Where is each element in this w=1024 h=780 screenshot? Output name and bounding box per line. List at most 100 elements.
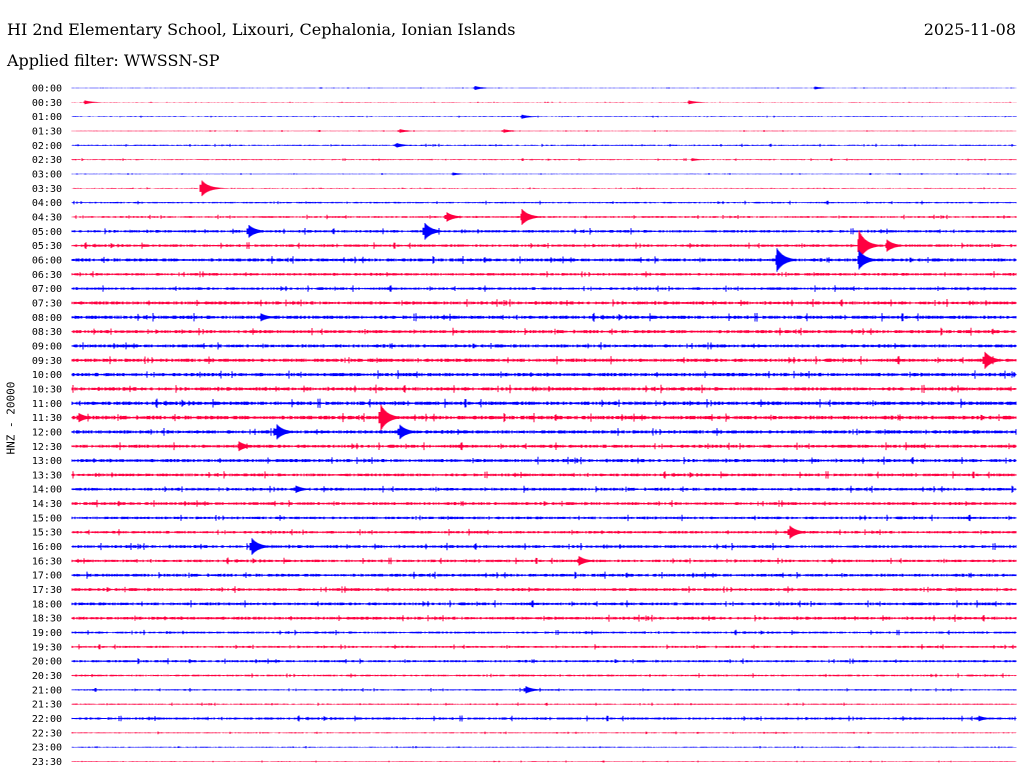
trace-time-label: 11:30 (32, 413, 62, 424)
trace-time-label: 21:00 (32, 685, 62, 696)
seismic-trace (71, 600, 1017, 608)
trace-time-label: 14:30 (32, 499, 62, 510)
trace-time-label: 18:00 (32, 599, 62, 610)
trace-time-label: 03:30 (32, 184, 62, 195)
trace-time-label: 19:00 (32, 628, 62, 639)
seismic-trace (71, 370, 1017, 379)
trace-time-label: 01:30 (32, 126, 62, 137)
seismic-trace (71, 327, 1017, 336)
seismic-trace (71, 644, 1017, 650)
seismic-trace (71, 342, 1017, 350)
seismic-trace (71, 525, 1017, 539)
seismic-trace (71, 271, 1017, 278)
trace-time-label: 05:30 (32, 241, 62, 252)
seismic-trace (71, 614, 1017, 622)
trace-time-label: 19:30 (32, 642, 62, 653)
trace-time-label: 13:30 (32, 470, 62, 481)
seismic-trace (71, 658, 1017, 665)
seismic-trace (71, 499, 1017, 508)
seismic-trace (71, 351, 1017, 369)
trace-time-label: 03:00 (32, 169, 62, 180)
seismic-trace (71, 571, 1017, 579)
trace-time-label: 09:30 (32, 356, 62, 367)
trace-time-label: 20:30 (32, 671, 62, 682)
seismic-trace (71, 143, 1017, 148)
seismic-trace (71, 715, 1017, 722)
seismic-trace (71, 172, 1017, 176)
seismic-trace (71, 456, 1017, 465)
trace-time-label: 11:00 (32, 399, 62, 410)
trace-time-label: 05:00 (32, 227, 62, 238)
seismic-trace (71, 299, 1017, 307)
trace-time-label: 06:00 (32, 255, 62, 266)
trace-time-label: 08:30 (32, 327, 62, 338)
trace-time-label: 17:00 (32, 571, 62, 582)
seismic-trace (71, 86, 1017, 90)
trace-time-label: 07:30 (32, 298, 62, 309)
trace-time-label: 10:30 (32, 384, 62, 395)
trace-time-label: 12:30 (32, 442, 62, 453)
seismic-trace (71, 746, 1017, 749)
trace-time-label: 16:00 (32, 542, 62, 553)
trace-time-label: 02:30 (32, 155, 62, 166)
trace-time-label: 10:00 (32, 370, 62, 381)
trace-time-label: 04:00 (32, 198, 62, 209)
seismic-trace (71, 556, 1017, 566)
seismic-trace (71, 485, 1017, 493)
trace-time-label: 22:00 (32, 714, 62, 725)
seismic-trace (71, 586, 1017, 593)
seismic-trace (71, 404, 1017, 431)
seismic-trace (71, 760, 1017, 763)
trace-time-label: 12:00 (32, 427, 62, 438)
seismic-trace (71, 424, 1017, 440)
seismic-trace (71, 114, 1017, 119)
trace-time-label: 04:30 (32, 212, 62, 223)
seismic-trace (71, 230, 1017, 261)
seismic-trace (71, 702, 1017, 706)
trace-time-label: 13:00 (32, 456, 62, 467)
seismic-trace (71, 158, 1017, 162)
trace-time-label: 08:00 (32, 313, 62, 324)
seismic-trace (71, 312, 1017, 322)
trace-time-label: 00:00 (32, 84, 62, 95)
seismic-trace (71, 100, 1017, 105)
seismic-trace (71, 285, 1017, 292)
trace-time-label: 06:30 (32, 270, 62, 281)
seismic-trace (71, 180, 1017, 197)
trace-time-label: 18:30 (32, 614, 62, 625)
seismic-trace (71, 209, 1017, 225)
trace-time-label: 00:30 (32, 98, 62, 109)
trace-time-label: 07:00 (32, 284, 62, 295)
seismic-trace (71, 441, 1017, 452)
seismic-trace (71, 200, 1017, 205)
station-title: HI 2nd Elementary School, Lixouri, Cepha… (7, 20, 516, 39)
trace-time-label: 14:00 (32, 485, 62, 496)
seismic-trace (71, 248, 1017, 272)
seismic-trace (71, 731, 1017, 735)
trace-time-label: 21:30 (32, 700, 62, 711)
seismic-trace (71, 538, 1017, 555)
trace-time-label: 16:30 (32, 556, 62, 567)
trace-time-label: 23:00 (32, 743, 62, 754)
seismic-trace (71, 398, 1017, 408)
trace-time-label: 02:00 (32, 141, 62, 152)
trace-time-label: 20:00 (32, 657, 62, 668)
seismic-trace (71, 686, 1017, 694)
date-label: 2025-11-08 (923, 20, 1016, 39)
filter-label: Applied filter: WWSSN-SP (7, 51, 220, 70)
trace-time-label: 01:00 (32, 112, 62, 123)
trace-time-label: 22:30 (32, 728, 62, 739)
seismic-trace (71, 471, 1017, 479)
trace-time-label: 15:30 (32, 528, 62, 539)
trace-time-label: 15:00 (32, 513, 62, 524)
trace-time-label: 17:30 (32, 585, 62, 596)
trace-time-label: 09:00 (32, 341, 62, 352)
seismic-trace (71, 673, 1017, 678)
seismic-trace (71, 514, 1017, 522)
seismic-trace (71, 384, 1017, 394)
seismic-trace (71, 129, 1017, 133)
seismic-trace (71, 629, 1017, 636)
seismic-trace (71, 223, 1017, 240)
trace-time-label: 23:30 (32, 757, 62, 768)
